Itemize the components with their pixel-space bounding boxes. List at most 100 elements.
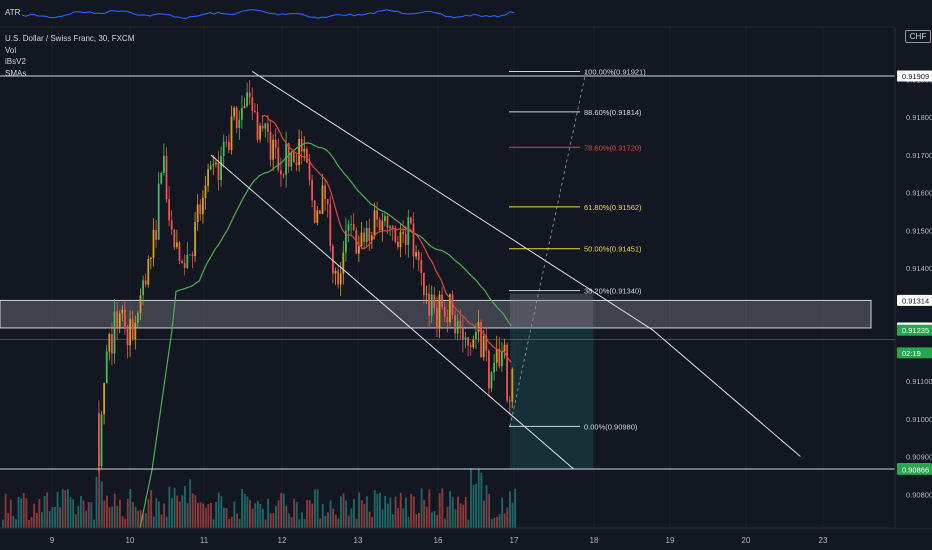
volume-bar — [35, 512, 38, 528]
indicator-ibsv2[interactable]: iBsV2 — [5, 57, 26, 66]
candle-body — [131, 318, 134, 340]
candle-body — [345, 230, 347, 253]
volume-bar — [46, 492, 49, 528]
candle-body — [488, 350, 490, 389]
time-tick-label: 11 — [200, 536, 209, 545]
volume-bar — [41, 512, 43, 528]
time-tick-label: 16 — [434, 536, 443, 545]
volume-bar — [12, 515, 15, 528]
price-tick-label: 0.90800 — [906, 490, 932, 499]
time-tick-label: 18 — [590, 536, 599, 545]
volume-bar — [363, 503, 366, 528]
candle-body — [391, 226, 394, 230]
volume-bar — [225, 508, 228, 528]
indicator-vol[interactable]: Vol — [5, 45, 17, 55]
volume-bar — [48, 511, 51, 528]
volume-bar — [345, 500, 348, 528]
price-badge — [897, 324, 932, 336]
volume-bar — [467, 519, 470, 528]
candle-body — [113, 311, 116, 354]
volume-bar — [405, 497, 407, 528]
candle-body — [428, 293, 430, 316]
volume-bar — [371, 516, 374, 528]
volume-bar — [160, 514, 163, 528]
volume-bar — [56, 491, 59, 528]
symbol-title[interactable]: U.S. Dollar / Swiss Franc, 30, FXCM — [5, 34, 135, 43]
candle-body — [485, 335, 488, 351]
volume-bar — [87, 502, 90, 528]
candle-body — [472, 338, 475, 347]
fib-level-label: 100.00%(0.91921) — [584, 67, 646, 76]
volume-bar — [293, 498, 296, 528]
candles — [98, 79, 514, 474]
volume-bar — [298, 519, 301, 528]
candle-body — [493, 362, 495, 373]
candle-body — [144, 280, 147, 285]
candle-body — [261, 125, 264, 129]
volume-bar — [119, 499, 121, 528]
candle-body — [469, 345, 472, 347]
volume-bar — [407, 516, 410, 528]
candle-body — [415, 252, 417, 257]
volume-bar — [337, 518, 340, 528]
volume-bar — [394, 496, 397, 528]
volume-bar — [233, 501, 236, 528]
candle-body — [482, 335, 485, 358]
volume-bar — [431, 512, 433, 528]
volume-bar — [498, 514, 501, 528]
candle-body — [459, 320, 462, 328]
volume-bar — [186, 502, 189, 528]
price-tick-label: 0.91500 — [906, 226, 932, 235]
volume-bar — [238, 518, 241, 528]
volume-bar — [204, 507, 207, 528]
time-tick-label: 9 — [50, 536, 55, 545]
volume-bar — [145, 512, 147, 528]
candle-body — [358, 246, 360, 254]
candle-body — [163, 155, 165, 173]
candle-body — [433, 294, 436, 308]
volume-bar — [220, 496, 223, 528]
volume-bar — [412, 496, 415, 528]
volume-bar — [129, 488, 132, 528]
price-badge — [897, 294, 932, 306]
candle-body — [456, 320, 459, 334]
candle-body — [196, 204, 199, 223]
volume-bar — [254, 503, 257, 528]
volume-bar — [137, 510, 140, 528]
volume-bar — [217, 492, 220, 528]
candle-body — [157, 183, 160, 240]
volume-bar — [475, 483, 478, 528]
candle-body — [441, 294, 443, 308]
fib-level-label: 78.60%(0.91720) — [584, 143, 642, 152]
volume-bar — [90, 502, 93, 528]
volume-bar — [22, 493, 25, 528]
volume-bar — [282, 493, 285, 528]
volume-bar — [509, 491, 511, 528]
channel-upper-line — [252, 71, 654, 331]
volume-bar — [308, 500, 311, 528]
price-badge — [897, 463, 932, 475]
volume-bar — [15, 519, 17, 528]
volume-bar — [306, 500, 309, 528]
target-area-box — [510, 327, 593, 469]
volume-bar — [319, 518, 322, 528]
price-tick-label: 0.91400 — [906, 264, 932, 273]
volume-bar — [350, 508, 353, 528]
currency-button[interactable]: CHF — [905, 30, 931, 43]
volume-bar — [98, 454, 101, 528]
candle-body — [490, 372, 493, 389]
support-resistance-zone — [0, 299, 872, 329]
candle-body — [199, 204, 202, 215]
volume-bar — [256, 501, 259, 528]
candle-body — [308, 162, 311, 180]
volume-bar — [493, 517, 496, 528]
volume-bar — [43, 495, 46, 528]
candle-body — [246, 92, 248, 107]
volume-bar — [171, 497, 173, 528]
candle-body — [412, 223, 415, 257]
volume-bar — [392, 514, 394, 528]
volume-bar — [490, 518, 493, 528]
indicator-smas[interactable]: SMAs — [5, 68, 27, 78]
volume-bar — [124, 518, 127, 528]
